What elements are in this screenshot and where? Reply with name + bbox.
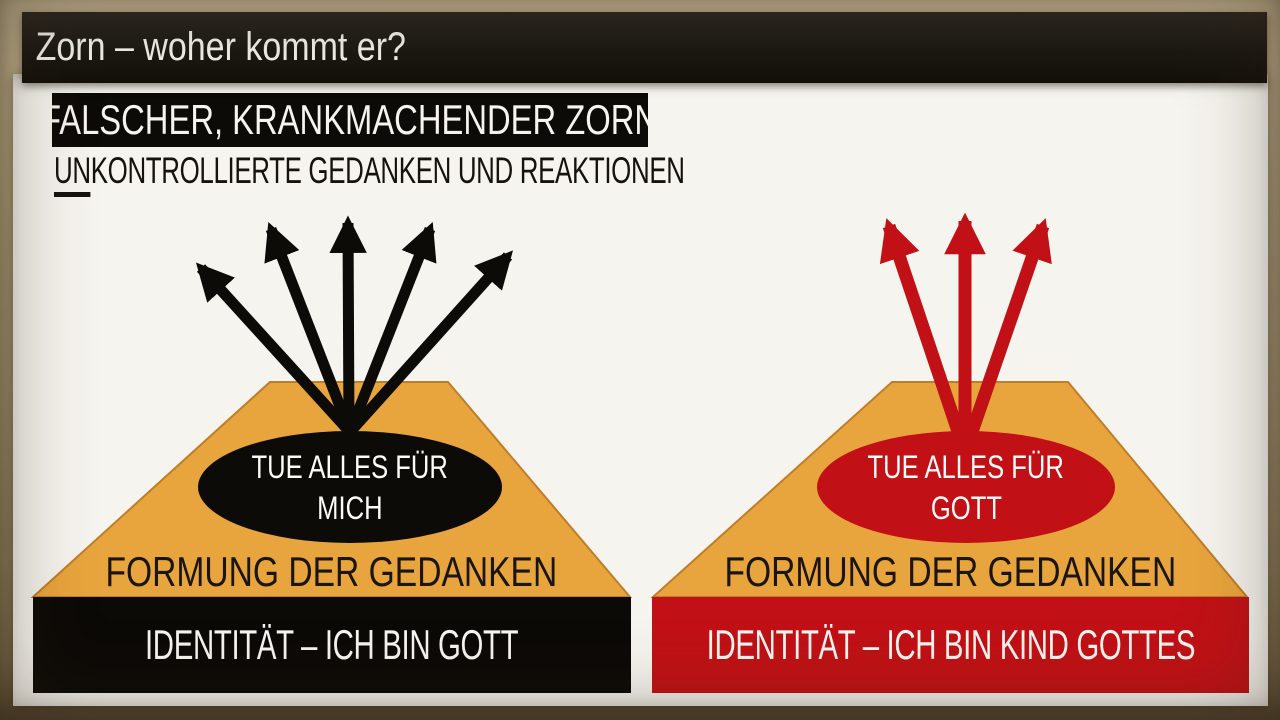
- warning-subtitle-rest: KONTROLLIERTE GEDANKEN UND REAKTIONEN: [90, 150, 685, 191]
- left-core-ellipse: [198, 431, 502, 543]
- right-thoughts-text: FORMUNG DER GEDANKEN: [724, 548, 1176, 595]
- warning-banner: FALSCHER, KRANKMACHENDER ZORN: [41, 93, 659, 147]
- right-identity-bar: IDENTITÄT – ICH BIN KIND GOTTES: [652, 597, 1249, 693]
- page-title: Zorn – woher kommt er?: [35, 25, 406, 69]
- left-arrow-fan: [195, 215, 513, 436]
- right-core-label-line1: TUE ALLES FÜR: [867, 449, 1065, 485]
- left-core-label-line2: MICH: [317, 490, 383, 526]
- left-thoughts-label: FORMUNG DER GEDANKEN: [33, 548, 630, 596]
- right-core-ellipse: [817, 431, 1115, 543]
- left-core-label: TUE ALLES FÜR MICH: [200, 447, 500, 529]
- left-core-label-line1: TUE ALLES FÜR: [251, 449, 449, 485]
- right-identity-label: IDENTITÄT – ICH BIN KIND GOTTES: [706, 621, 1195, 668]
- underlined-prefix: UN: [54, 150, 91, 197]
- anger-arrow-3: [329, 215, 367, 433]
- title-bar: Zorn – woher kommt er?: [22, 12, 1267, 83]
- warning-subtitle: UNKONTROLLIERTE GEDANKEN UND REAKTIONEN: [54, 150, 685, 197]
- anger-arrow-4: [344, 222, 437, 435]
- right-core-label: TUE ALLES FÜR GOTT: [817, 447, 1115, 529]
- directed-arrow-3: [958, 218, 1052, 455]
- right-arrow-fan: [879, 212, 1052, 455]
- anger-arrow-1: [195, 262, 355, 436]
- warning-banner-label: FALSCHER, KRANKMACHENDER ZORN: [41, 96, 659, 143]
- right-core-label-line2: GOTT: [930, 490, 1002, 526]
- directed-arrow-1: [879, 218, 972, 455]
- anger-arrow-5: [345, 250, 513, 436]
- left-thoughts-text: FORMUNG DER GEDANKEN: [105, 548, 558, 595]
- right-thoughts-label: FORMUNG DER GEDANKEN: [652, 548, 1248, 596]
- left-identity-label: IDENTITÄT – ICH BIN GOTT: [145, 621, 519, 668]
- anger-arrow-2: [264, 222, 356, 434]
- left-identity-bar: IDENTITÄT – ICH BIN GOTT: [33, 597, 631, 693]
